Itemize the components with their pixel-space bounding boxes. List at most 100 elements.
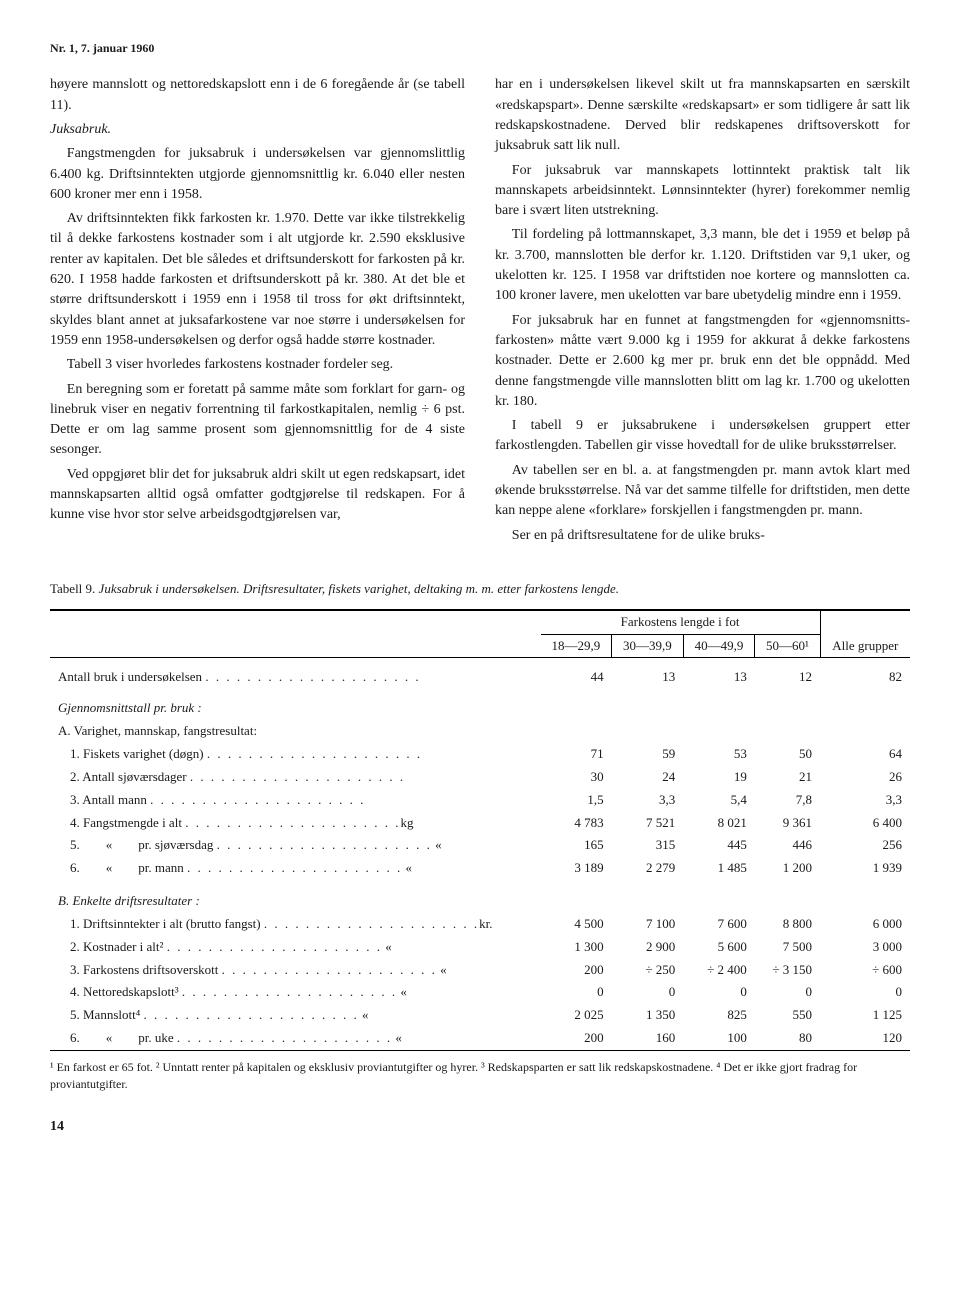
cell: 315: [612, 834, 684, 857]
table-row: 6. « pr. uke « 20016010080120: [50, 1027, 910, 1050]
cell: 0: [683, 981, 755, 1004]
table-row: 1. Fiskets varighet (døgn) 7159535064: [50, 743, 910, 766]
section-b-sub: B. Enkelte driftsresultater :: [50, 880, 910, 913]
cell: 1 485: [683, 857, 755, 880]
cell: 1 350: [612, 1004, 684, 1027]
cell: 8 021: [683, 812, 755, 835]
two-column-body: høyere mannslott og nettoredskapslott en…: [50, 75, 910, 550]
cell: 13: [612, 658, 684, 689]
cell: 12: [755, 658, 820, 689]
cell: 53: [683, 743, 755, 766]
para: Ser en på driftsresultatene for de ulike…: [495, 526, 910, 546]
cell: 100: [683, 1027, 755, 1050]
para: Tabell 3 viser hvorledes farkostens kost…: [50, 355, 465, 375]
cell: 24: [612, 766, 684, 789]
cell: 200: [541, 1027, 612, 1050]
cell: ÷ 3 150: [755, 959, 820, 982]
table-row: 3. Farkostens driftsoverskott « 200÷ 250…: [50, 959, 910, 982]
cell: 9 361: [755, 812, 820, 835]
cell: 445: [683, 834, 755, 857]
table-footnotes: ¹ En farkost er 65 fot. ² Unntatt renter…: [50, 1059, 910, 1093]
cell: 4 500: [541, 913, 612, 936]
table-row: 1. Driftsinntekter i alt (brutto fangst)…: [50, 913, 910, 936]
cell: 7,8: [755, 789, 820, 812]
para: Ved oppgjøret blir det for juksabruk ald…: [50, 465, 465, 526]
cell: 0: [755, 981, 820, 1004]
cell: 2 900: [612, 936, 684, 959]
cell: 1 939: [820, 857, 910, 880]
cell: 446: [755, 834, 820, 857]
para: Til fordeling på lottmannskapet, 3,3 man…: [495, 225, 910, 306]
cell: 3,3: [612, 789, 684, 812]
table-row: 5. Mannslott⁴ « 2 0251 3508255501 125: [50, 1004, 910, 1027]
section-a-sub: A. Varighet, mannskap, fangstresultat:: [50, 720, 910, 743]
para: For juksabruk var mannskapets lottinntek…: [495, 161, 910, 222]
cell: 8 800: [755, 913, 820, 936]
cell: 7 100: [612, 913, 684, 936]
cell: 80: [755, 1027, 820, 1050]
cell: 6 000: [820, 913, 910, 936]
cell: 71: [541, 743, 612, 766]
cell: 3 000: [820, 936, 910, 959]
cell: 5 600: [683, 936, 755, 959]
cell: 4 783: [541, 812, 612, 835]
para: Av tabellen ser en bl. a. at fangstmengd…: [495, 461, 910, 522]
table-row: 2. Antall sjøværsdager 3024192126: [50, 766, 910, 789]
cell: 2 279: [612, 857, 684, 880]
col-all-header: Alle grupper: [820, 610, 910, 658]
cell: 1 125: [820, 1004, 910, 1027]
col-header: 50—60¹: [755, 634, 820, 658]
cell: 165: [541, 834, 612, 857]
cell: 6 400: [820, 812, 910, 835]
cell: 1 200: [755, 857, 820, 880]
col-header: 40—49,9: [683, 634, 755, 658]
section-heading: Juksabruk.: [50, 120, 465, 140]
cell: 1,5: [541, 789, 612, 812]
para: har en i undersøkelsen likevel skilt ut …: [495, 75, 910, 156]
cell: ÷ 600: [820, 959, 910, 982]
table-row: 2. Kostnader i alt² « 1 3002 9005 6007 5…: [50, 936, 910, 959]
cell: 550: [755, 1004, 820, 1027]
section-a-head: Gjennomsnittstall pr. bruk :: [50, 689, 910, 720]
cell: 7 500: [755, 936, 820, 959]
table-row: 4. Fangstmengde i alt kg 4 7837 5218 021…: [50, 812, 910, 835]
table-row: 3. Antall mann 1,53,35,47,83,3: [50, 789, 910, 812]
table-row: 4. Nettoredskapslott³ « 00000: [50, 981, 910, 1004]
cell: 0: [541, 981, 612, 1004]
caption-italic: Juksabruk i undersøkelsen. Driftsresulta…: [99, 581, 620, 596]
col-header: 18—29,9: [541, 634, 612, 658]
para: For juksabruk har en funnet at fangstmen…: [495, 311, 910, 412]
para: I tabell 9 er juksabrukene i undersøkels…: [495, 416, 910, 457]
cell: 13: [683, 658, 755, 689]
cell: 21: [755, 766, 820, 789]
cell: 120: [820, 1027, 910, 1050]
para: Fangstmengden for juksabruk i undersøkel…: [50, 144, 465, 205]
cell: 59: [612, 743, 684, 766]
cell: 5,4: [683, 789, 755, 812]
cell: 44: [541, 658, 612, 689]
cell: 200: [541, 959, 612, 982]
cell: 256: [820, 834, 910, 857]
cell: 0: [612, 981, 684, 1004]
page-number: 14: [50, 1117, 910, 1137]
col-header: 30—39,9: [612, 634, 684, 658]
cell: 30: [541, 766, 612, 789]
cell: 3 189: [541, 857, 612, 880]
table-row: 5. « pr. sjøværsdag « 165315445446256: [50, 834, 910, 857]
cell: 50: [755, 743, 820, 766]
para: En beregning som er foretatt på samme må…: [50, 380, 465, 461]
cell: 2 025: [541, 1004, 612, 1027]
cell: 7 600: [683, 913, 755, 936]
cell: ÷ 250: [612, 959, 684, 982]
para: høyere mannslott og nettoredskapslott en…: [50, 75, 465, 116]
cell: ÷ 2 400: [683, 959, 755, 982]
cell: 26: [820, 766, 910, 789]
col-group-header: Farkostens lengde i fot: [541, 610, 820, 634]
cell: 82: [820, 658, 910, 689]
table-row: 6. « pr. mann « 3 1892 2791 4851 2001 93…: [50, 857, 910, 880]
cell: 64: [820, 743, 910, 766]
table-caption: Tabell 9. Juksabruk i undersøkelsen. Dri…: [50, 580, 910, 599]
cell: 0: [820, 981, 910, 1004]
caption-prefix: Tabell 9.: [50, 581, 99, 596]
cell: 3,3: [820, 789, 910, 812]
